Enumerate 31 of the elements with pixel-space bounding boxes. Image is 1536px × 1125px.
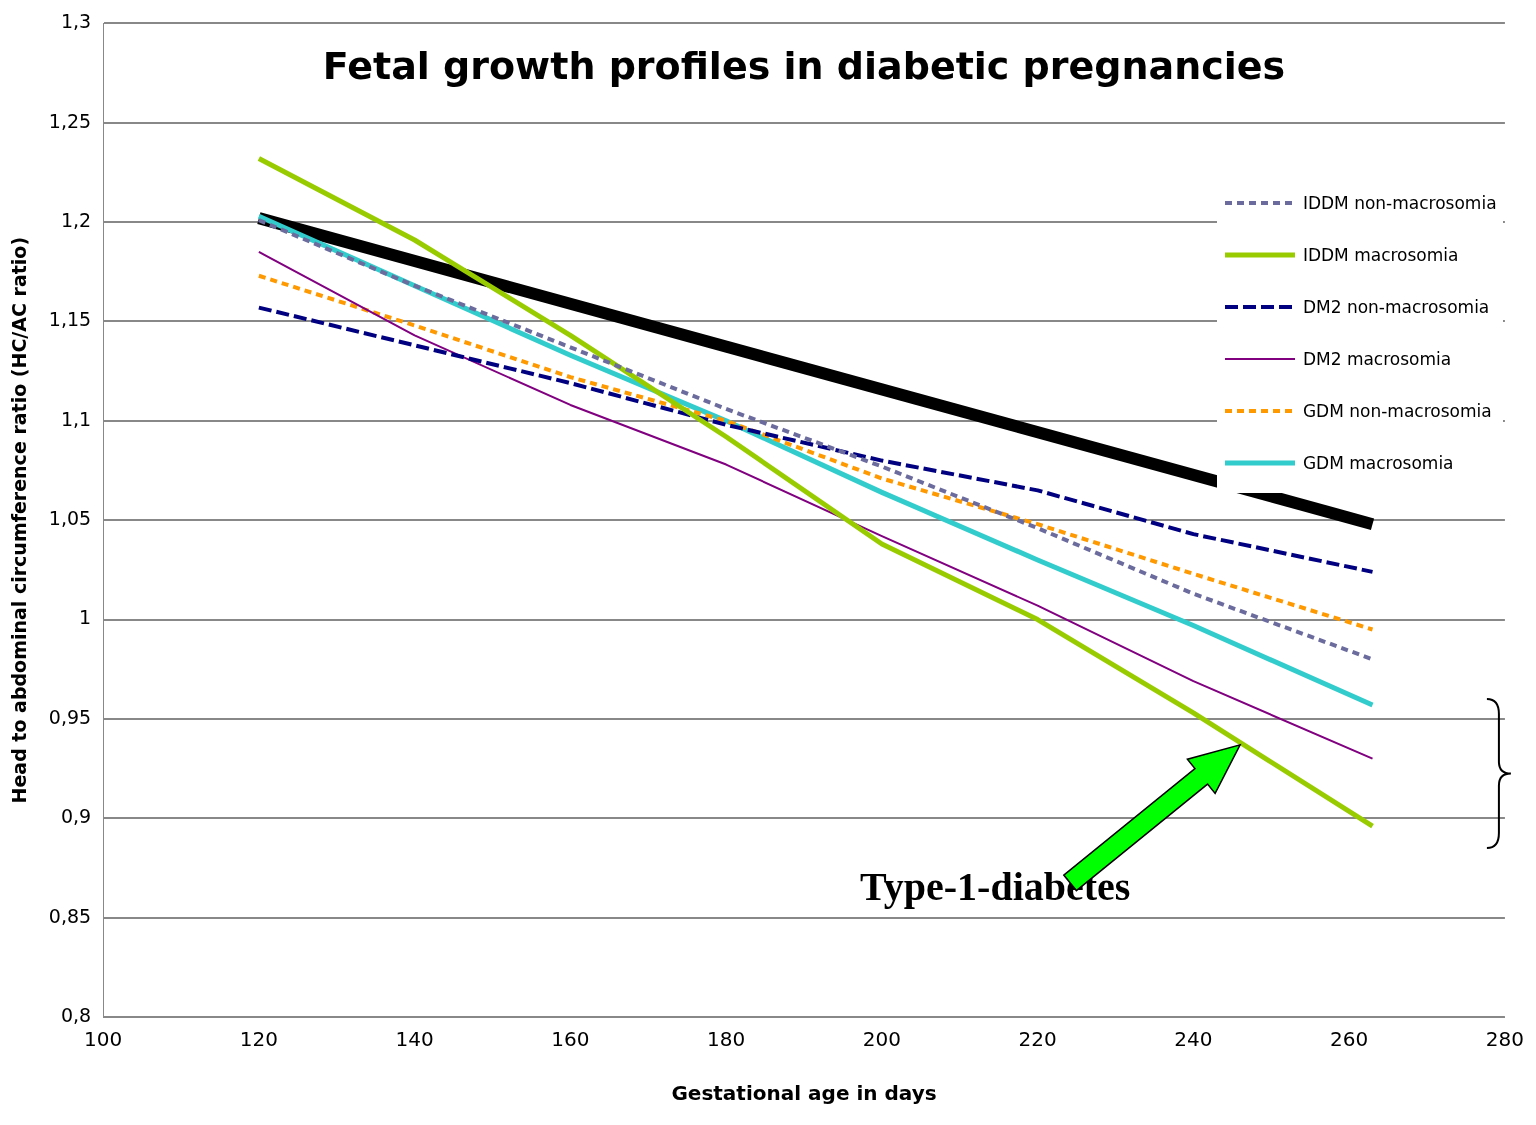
x-tick-label: 140 — [395, 1027, 434, 1052]
x-tick-label: 280 — [1485, 1027, 1525, 1052]
x-tick-label: 260 — [1330, 1027, 1369, 1052]
y-tick-label: 0,85 — [48, 904, 92, 927]
x-tick-label: 100 — [84, 1027, 123, 1052]
legend-label: GDM macrosomia — [1302, 453, 1454, 474]
y-tick-label: 1,25 — [48, 109, 92, 132]
x-tick-label: 200 — [862, 1027, 901, 1052]
x-tick-label: 240 — [1174, 1027, 1213, 1052]
legend-label: IDDM macrosomia — [1302, 245, 1459, 266]
y-tick-label: 0,95 — [48, 705, 92, 728]
text: Fetal growth profiles in diabetic pregnancies — [322, 44, 1286, 89]
legend-label: GDM non-macrosomia — [1302, 401, 1492, 422]
y-tick-label: 0,9 — [60, 805, 92, 828]
legend-label: DM2 macrosomia — [1302, 349, 1452, 370]
y-tick-label: 1,3 — [60, 10, 92, 33]
y-axis-title: Head to abdominal circumference ratio (HC/AC ratio) — [8, 236, 31, 804]
y-tick-label: 1,15 — [48, 308, 92, 331]
y-tick-label: 1,2 — [60, 209, 92, 232]
annotation: Type-1-diabetes — [860, 864, 1131, 910]
x-tick-label: 160 — [551, 1027, 590, 1052]
y-tick-label: 1 — [79, 606, 92, 629]
x-tick-label: 120 — [239, 1027, 278, 1052]
y-tick-label: 1,1 — [60, 407, 92, 430]
y-tick-label: 1,05 — [48, 507, 92, 530]
x-tick-label: 220 — [1018, 1027, 1057, 1052]
x-tick-label: 180 — [707, 1027, 746, 1052]
y-tick-label: 0,8 — [60, 1003, 92, 1026]
x-axis-title: Gestational age in days — [671, 1081, 937, 1106]
legend-label: IDDM non-macrosomia — [1302, 193, 1497, 214]
legend-label: DM2 non-macrosomia — [1302, 297, 1490, 318]
